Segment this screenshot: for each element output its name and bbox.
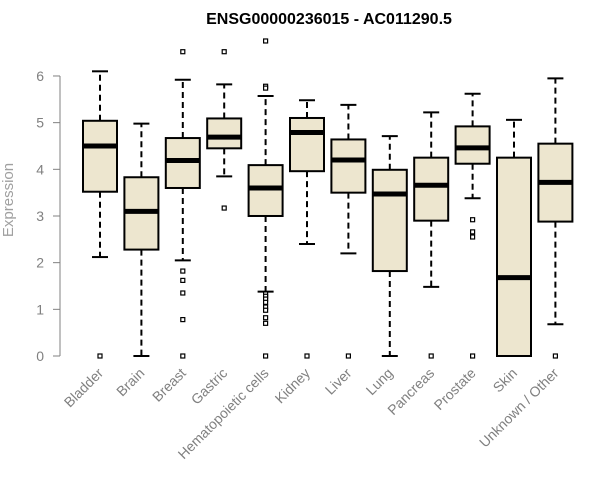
outlier-point <box>221 205 227 211</box>
y-tick-label: 4 <box>36 161 44 177</box>
outlier-point <box>428 353 434 359</box>
outlier-point <box>552 353 559 359</box>
box-series <box>82 38 574 359</box>
outlier-point <box>263 85 269 91</box>
box-iqr <box>289 116 325 173</box>
box-iqr <box>371 168 408 273</box>
outlier-point <box>180 316 186 323</box>
y-axis: 0 1 2 3 4 5 6 <box>36 68 61 364</box>
box-group <box>247 38 284 359</box>
x-tick-label: Lung <box>363 365 396 398</box>
box-group <box>537 77 574 359</box>
x-tick-label: Liver <box>322 365 355 398</box>
box-group <box>164 49 201 359</box>
box-iqr <box>413 156 450 222</box>
box-group <box>206 49 243 211</box>
y-axis-label: Expression <box>0 163 17 237</box>
box-group <box>123 122 160 357</box>
y-tick-label: 3 <box>36 208 44 224</box>
y-tick-label: 5 <box>36 115 44 131</box>
box-iqr <box>454 125 491 165</box>
box-iqr <box>82 119 118 193</box>
outlier-point <box>345 353 351 359</box>
outlier-point <box>180 277 186 283</box>
x-tick-label: Breast <box>149 365 189 405</box>
box-group <box>82 70 118 359</box>
y-tick-label: 6 <box>36 68 44 84</box>
outlier-point <box>221 49 227 55</box>
y-tick-label: 1 <box>36 301 44 317</box>
x-tick-label: Skin <box>490 365 521 396</box>
outlier-point <box>470 229 476 235</box>
box-group <box>371 135 408 357</box>
outlier-point <box>180 268 186 274</box>
box-group <box>330 103 367 359</box>
box-group <box>496 118 532 357</box>
box-iqr <box>330 138 367 194</box>
box-iqr <box>206 117 243 150</box>
outlier-point <box>263 307 269 313</box>
x-tick-label: Bladder <box>61 365 107 411</box>
outlier-point <box>304 353 310 359</box>
outlier-point <box>263 299 269 305</box>
x-tick-label: Prostate <box>431 365 479 413</box>
chart-title: ENSG00000236015 - AC011290.5 <box>206 11 452 28</box>
y-tick-label: 2 <box>36 255 44 271</box>
y-tick-label: 0 <box>36 348 44 364</box>
outlier-point <box>470 234 476 240</box>
box-iqr <box>164 137 201 189</box>
box-iqr <box>496 156 532 357</box>
box-group <box>413 111 450 359</box>
box-group <box>289 99 325 359</box>
outlier-point <box>263 353 269 359</box>
outlier-point <box>180 353 186 359</box>
x-tick-label: Kidney <box>272 365 314 407</box>
outlier-point <box>263 320 269 326</box>
outlier-point <box>470 217 476 223</box>
x-tick-label: Unknown / Other <box>476 365 562 451</box>
outlier-point <box>263 315 269 321</box>
x-tick-label: Brain <box>113 365 147 399</box>
box-group <box>454 92 491 359</box>
outlier-point <box>180 49 186 55</box>
outlier-point <box>97 353 103 359</box>
outlier-point <box>180 290 186 296</box>
outlier-point <box>263 38 269 44</box>
outlier-point <box>470 353 476 359</box>
box-iqr <box>247 164 284 217</box>
